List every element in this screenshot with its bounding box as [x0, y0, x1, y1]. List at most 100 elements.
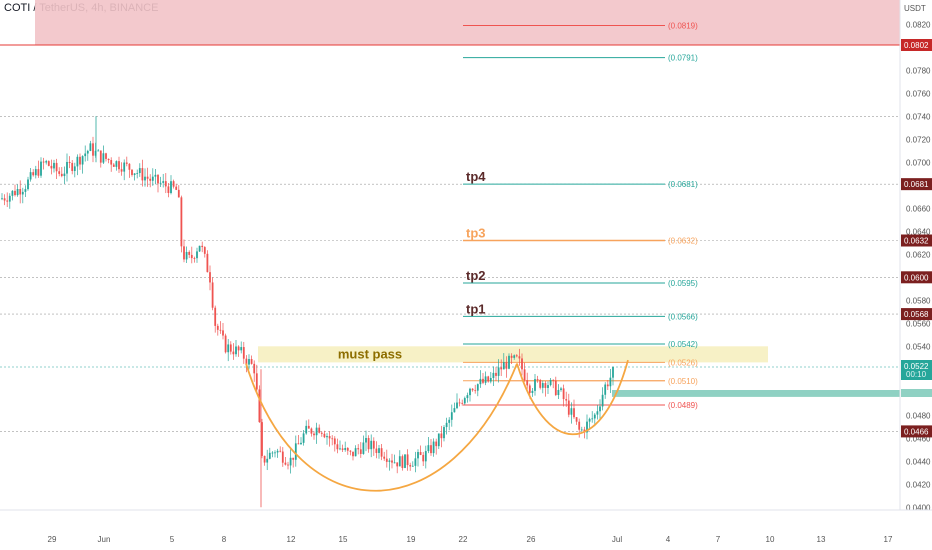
- candle-body: [253, 363, 256, 374]
- y-tick-label: 0.0440: [906, 457, 931, 466]
- candle-body: [560, 388, 562, 390]
- candle-body: [268, 452, 271, 459]
- candle-body: [222, 330, 224, 336]
- candle: [502, 353, 505, 370]
- candle: [136, 169, 139, 179]
- must-pass-label: must pass: [338, 346, 402, 361]
- candle: [297, 434, 300, 445]
- candle-body: [112, 164, 115, 167]
- candle-body: [164, 181, 167, 187]
- candle: [214, 305, 217, 333]
- candle: [19, 180, 22, 204]
- candle: [141, 159, 144, 187]
- candle-body: [521, 358, 523, 370]
- candle-body: [144, 176, 146, 181]
- candle-body: [443, 427, 445, 439]
- candle: [344, 441, 347, 452]
- candle-body: [71, 163, 74, 172]
- candle: [55, 158, 58, 179]
- candle-body: [534, 379, 536, 391]
- y-tick-label: 0.0660: [906, 204, 931, 213]
- candle-body: [518, 356, 521, 359]
- candle-body: [526, 380, 529, 386]
- candle: [32, 169, 35, 177]
- x-tick-label: 5: [170, 535, 175, 544]
- candle-body: [463, 398, 466, 404]
- candle: [167, 183, 170, 198]
- y-tick-label: 0.0760: [906, 89, 931, 98]
- candle: [128, 163, 131, 178]
- candle-body: [586, 421, 588, 433]
- candle: [71, 160, 74, 175]
- x-tick-label: 4: [666, 535, 671, 544]
- candle: [190, 246, 193, 264]
- candle-body: [92, 143, 94, 156]
- candle-body: [167, 186, 170, 193]
- price-badge-text: 0.0632: [904, 237, 929, 246]
- candle-body: [484, 376, 487, 383]
- candle-body: [157, 174, 159, 184]
- candle: [219, 321, 222, 334]
- candle-body: [24, 189, 27, 192]
- candle: [510, 353, 513, 364]
- candle: [606, 380, 609, 391]
- x-tick-label: 10: [766, 535, 775, 544]
- candle: [211, 277, 214, 311]
- candle-body: [206, 253, 209, 273]
- candle-body: [456, 402, 458, 409]
- candle-body: [107, 158, 110, 161]
- candle: [1, 193, 3, 201]
- price-badge-text: 0.0466: [904, 427, 929, 436]
- candle: [162, 173, 165, 188]
- candle-body: [435, 441, 438, 447]
- candle: [417, 449, 419, 467]
- candle-body: [419, 452, 422, 455]
- candle-body: [300, 442, 302, 445]
- candle: [164, 173, 167, 194]
- candle-body: [552, 379, 555, 381]
- candle: [86, 149, 89, 161]
- candle-body: [196, 251, 198, 259]
- candle: [271, 451, 274, 458]
- candle-body: [326, 436, 328, 438]
- candle: [320, 431, 323, 437]
- handle-curve: [516, 359, 629, 435]
- candle-body: [146, 176, 149, 179]
- candle-body: [609, 377, 612, 387]
- candle: [138, 163, 141, 177]
- candle-body: [214, 307, 217, 326]
- candle-body: [274, 452, 276, 454]
- candle-body: [593, 414, 596, 419]
- y-tick-label: 0.0620: [906, 250, 931, 259]
- candle-body: [424, 451, 427, 462]
- x-tick-label: 15: [339, 535, 348, 544]
- candle: [255, 364, 258, 394]
- candle: [515, 354, 518, 358]
- level-value: (0.0566): [668, 312, 698, 321]
- candle-body: [370, 440, 373, 450]
- candle-body: [287, 464, 289, 466]
- candle-body: [118, 161, 120, 170]
- candle: [76, 154, 79, 176]
- candle: [333, 436, 336, 452]
- candle: [276, 448, 279, 458]
- candle: [27, 176, 29, 191]
- candle-body: [3, 198, 6, 201]
- candle: [401, 454, 404, 471]
- candle: [372, 437, 375, 456]
- candle-body: [149, 178, 152, 181]
- candle-body: [380, 448, 383, 457]
- candle: [567, 393, 570, 418]
- candle-body: [305, 425, 308, 434]
- candle-body: [409, 465, 412, 467]
- candle: [3, 194, 6, 206]
- candle-body: [411, 465, 414, 467]
- candle: [599, 399, 601, 420]
- candle: [112, 163, 115, 167]
- candle: [534, 373, 536, 396]
- candle: [196, 247, 198, 263]
- candle: [354, 445, 357, 457]
- candle: [474, 384, 477, 394]
- candle: [385, 449, 388, 468]
